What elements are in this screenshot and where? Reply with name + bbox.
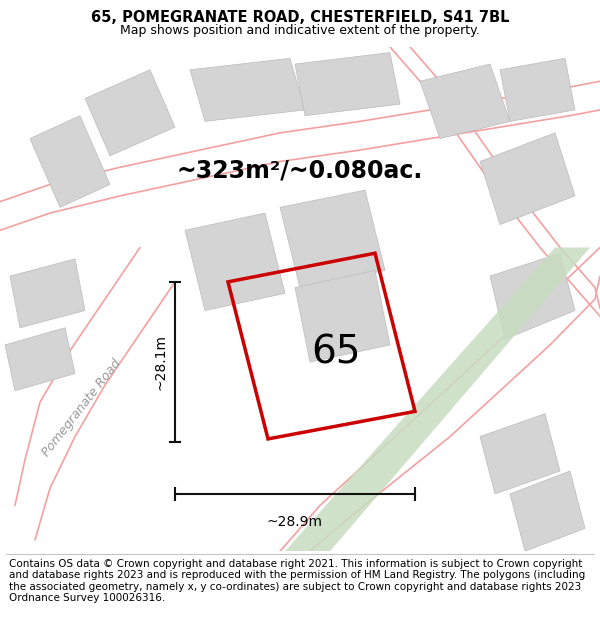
Polygon shape <box>85 70 175 156</box>
Polygon shape <box>280 190 385 288</box>
Polygon shape <box>480 414 560 494</box>
Text: ~28.1m: ~28.1m <box>154 334 168 390</box>
Text: 65, POMEGRANATE ROAD, CHESTERFIELD, S41 7BL: 65, POMEGRANATE ROAD, CHESTERFIELD, S41 … <box>91 10 509 25</box>
Polygon shape <box>30 116 110 208</box>
Polygon shape <box>420 64 510 139</box>
Polygon shape <box>480 133 575 224</box>
Polygon shape <box>190 58 305 121</box>
Polygon shape <box>510 471 585 551</box>
Text: ~28.9m: ~28.9m <box>267 514 323 529</box>
Polygon shape <box>295 52 400 116</box>
Polygon shape <box>490 253 575 339</box>
Polygon shape <box>185 213 285 311</box>
Text: ~323m²/~0.080ac.: ~323m²/~0.080ac. <box>177 159 423 182</box>
Text: Contains OS data © Crown copyright and database right 2021. This information is : Contains OS data © Crown copyright and d… <box>9 559 585 603</box>
Polygon shape <box>285 248 590 551</box>
Polygon shape <box>5 328 75 391</box>
Polygon shape <box>295 271 390 362</box>
Polygon shape <box>10 259 85 328</box>
Text: Pomegranate Road: Pomegranate Road <box>40 357 124 459</box>
Polygon shape <box>500 58 575 121</box>
Text: 65: 65 <box>312 333 361 371</box>
Text: Map shows position and indicative extent of the property.: Map shows position and indicative extent… <box>120 24 480 36</box>
